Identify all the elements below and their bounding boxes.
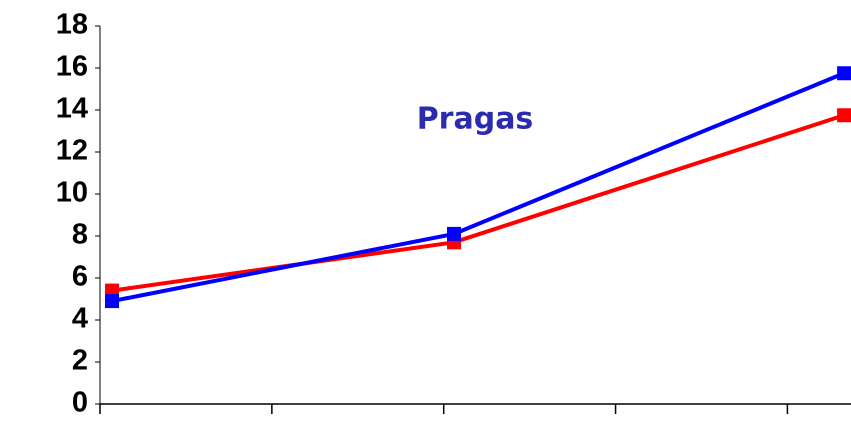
y-tick-label: 10 <box>56 177 88 209</box>
series-line <box>111 113 845 293</box>
point-marker <box>105 294 120 309</box>
y-tick-label: 8 <box>72 219 88 251</box>
y-tick-label: 2 <box>72 345 88 377</box>
y-tick-label: 4 <box>72 303 88 335</box>
y-tick-label: 0 <box>72 387 88 419</box>
point-marker <box>447 226 462 241</box>
point-marker <box>837 108 851 123</box>
y-tick-label: 6 <box>72 261 88 293</box>
chart-title: Pragas <box>417 102 534 137</box>
point-marker <box>837 66 851 81</box>
y-tick-label: 12 <box>56 135 88 167</box>
y-tick-label: 16 <box>56 51 88 83</box>
y-tick-label: 14 <box>56 93 88 125</box>
y-tick-label: 18 <box>56 9 88 41</box>
